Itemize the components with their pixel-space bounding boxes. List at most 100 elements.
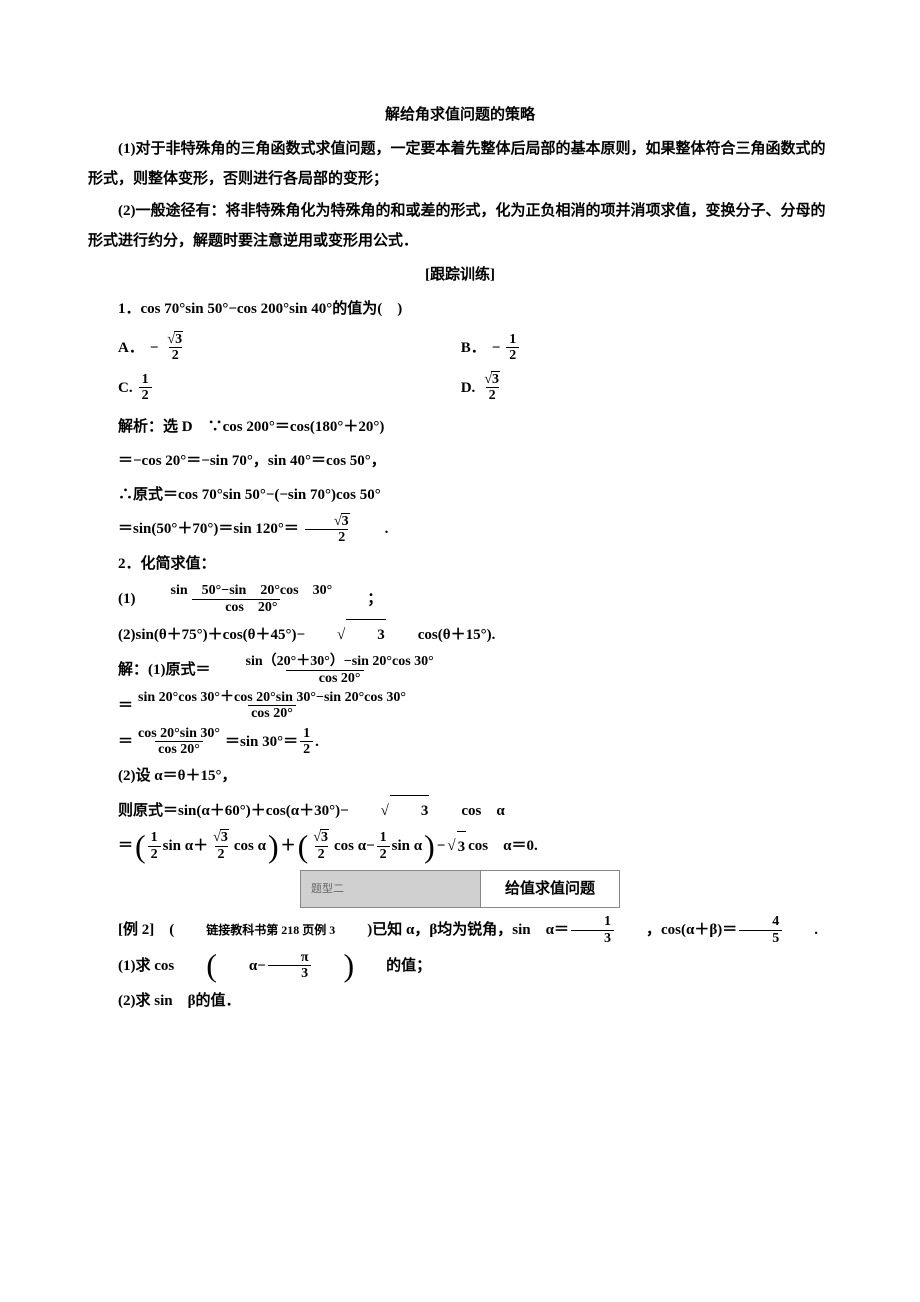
paren-l-2: ( (298, 834, 309, 860)
ex2-f1n: 1 (571, 914, 614, 929)
sol2-l2: ＝ sin 20°cos 30°＋cos 20°sin 30°−sin 20°c… (88, 690, 832, 722)
sol2-l1-den: cos 20° (286, 670, 364, 686)
den2c: 2 (139, 387, 152, 403)
sol2-l3-pre: ＝ (118, 727, 133, 757)
page-title: 解给角求值问题的策略 (88, 100, 832, 130)
sol2-l3-den: cos 20° (155, 741, 203, 757)
sol2-l5: 则原式＝sin(α＋60°)＋cos(α＋30°)− 3 cos α (88, 795, 832, 826)
den2b: 2 (506, 347, 519, 363)
ex2-mid2: ，cos(α＋β)＝ (616, 915, 737, 945)
ex2-q1-suffix: 的值； (356, 951, 431, 981)
sol2-l2-pre: ＝ (118, 691, 133, 721)
ex2-q2: (2)求 sin β的值． (88, 986, 832, 1016)
sol1-dot: . (355, 514, 389, 544)
ex2-f1d: 3 (571, 930, 614, 946)
sol2-l3: ＝ cos 20°sin 30°cos 20° ＝sin 30°＝ 12 . (88, 726, 832, 758)
ex2-mid: )已知 α，β均为锐角，sin α＝ (337, 915, 569, 945)
follow-up-heading: [跟踪训练] (88, 260, 832, 290)
paren-r-1: ) (268, 834, 279, 860)
q2-p1-num: sin 50°−sin 20°cos 30° (138, 583, 336, 598)
num1: 1 (506, 332, 519, 347)
num1c: 1 (139, 372, 152, 387)
sol2-l6-minus: − (437, 831, 446, 861)
sol2-l3-dot: . (315, 727, 319, 757)
paren-r-3: ) (314, 953, 355, 979)
choice-d-label: D. (461, 373, 476, 403)
l6-1n: 1 (148, 830, 161, 845)
ex2-f2n: 4 (739, 914, 782, 929)
q2-head: 2．化简求值： (88, 549, 832, 579)
q2-p2: (2)sin(θ＋75°)＋cos(θ＋45°)− 3 cos(θ＋15°). (88, 619, 832, 650)
sol2-l6-d: cos α− (334, 831, 375, 861)
l6-1d: 2 (148, 846, 161, 862)
q1-prefix: 1．cos 70°sin 50°−cos 200°sin 40°的值为( (118, 301, 382, 317)
q2-p2-text: (2)sin(θ＋75°)＋cos(θ＋45°)− (88, 620, 305, 650)
sol2-l1-num: sin（20°＋30°）−sin 20°cos 30° (213, 654, 437, 669)
l6-r3a: 3 (220, 829, 229, 845)
sol2-l4: (2)设 α＝θ＋15°， (88, 761, 832, 791)
ex2-dot: . (784, 915, 818, 945)
l6-4d: 2 (377, 846, 390, 862)
choice-a: A． − 32 (118, 332, 461, 364)
l6-4n: 1 (377, 830, 390, 845)
sol2-l5-tail: cos α (431, 796, 504, 826)
sol2-l1: 解：(1)原式＝ sin（20°＋30°）−sin 20°cos 30°cos … (88, 654, 832, 686)
sol1-l2: ＝−cos 20°＝−sin 70°，sin 40°＝cos 50°， (88, 446, 832, 476)
choice-b-label: B． (461, 333, 486, 363)
den2d: 2 (486, 387, 499, 403)
paragraph-2: (2)一般途径有：将非特殊角化为特殊角的和或差的形式，化为正负相消的项并消项求值… (88, 196, 832, 256)
sol2-l6-a: ＝ (118, 831, 133, 861)
sol2-l5-text: 则原式＝sin(α＋60°)＋cos(α＋30°)− (88, 796, 349, 826)
q2-p1-label: (1) (88, 584, 136, 614)
sol1-l4: ＝sin(50°＋70°)＝sin 120°＝ 32 . (88, 514, 832, 546)
sol1-l3: ∴原式＝cos 70°sin 50°−(−sin 70°)cos 50° (88, 480, 832, 510)
sol2-l5-sqrt3: 3 (390, 795, 430, 826)
paren-l-1: ( (135, 834, 146, 860)
sol2-l6-b: sin α＋ (163, 831, 208, 861)
sol2-l1-label: 解：(1)原式＝ (88, 655, 211, 685)
choice-c-label: C. (118, 373, 133, 403)
choice-c: C. 12 (118, 372, 461, 404)
ex2-q1-prefix: (1)求 cos (88, 951, 174, 981)
q2-p1-den: cos 20° (192, 599, 280, 615)
ex2-f2d: 5 (739, 930, 782, 946)
textbook-link: 链接教科书第 218 页例 3 (176, 918, 335, 942)
l6-3d: 2 (315, 846, 328, 862)
choice-b: B． − 12 (461, 332, 804, 364)
sol2-l6-c: cos α (234, 831, 266, 861)
paren-l-3: ( (176, 953, 217, 979)
sol2-l6-tail: cos α＝0. (468, 831, 538, 861)
half-den: 2 (300, 741, 313, 757)
banner-left: 题型二 (301, 871, 481, 907)
l6-r3c: 3 (457, 831, 467, 862)
sol1-l4a: ＝sin(50°＋70°)＝sin 120°＝ (88, 514, 299, 544)
l6-r3b: 3 (320, 829, 329, 845)
choice-d: D. 32 (461, 372, 804, 404)
sol2-l6-e: sin α (392, 831, 422, 861)
q2-p1-suffix: ； (337, 584, 382, 614)
sqrt3: 3 (174, 331, 183, 347)
sol2-l2-num: sin 20°cos 30°＋cos 20°sin 30°−sin 20°cos… (135, 690, 409, 705)
sol2-l3-num: cos 20°sin 30° (135, 726, 223, 741)
ex2-q1: (1)求 cos ( α− π3 ) 的值； (88, 950, 832, 982)
l6-2d: 2 (215, 846, 228, 862)
sol2-l2-den: cos 20° (248, 705, 296, 721)
question-1-stem: 1．cos 70°sin 50°−cos 200°sin 40°的值为( ) (88, 294, 832, 324)
sol2-l6: ＝ ( 12 sin α＋ 32 cos α ) ＋ ( 32 cos α− 1… (88, 830, 832, 862)
q1-choices: A． − 32 B． − 12 C. 12 D. 32 (88, 328, 832, 408)
choice-a-label: A． (118, 333, 144, 363)
den2-ans: 2 (305, 529, 348, 545)
sol1-l1: 解析：选 D ∵cos 200°＝cos(180°＋20°) (88, 412, 832, 442)
q2-p1: (1) sin 50°−sin 20°cos 30°cos 20° ； (88, 583, 832, 615)
example-2: [例 2] (链接教科书第 218 页例 3)已知 α，β均为锐角，sin α＝… (88, 914, 832, 946)
ex2-q1-inner-a: α− (219, 951, 266, 981)
q1-suffix: ) (397, 301, 402, 317)
q2-p2-tail: cos(θ＋15°). (388, 620, 496, 650)
ex2-three: 3 (268, 965, 311, 981)
den2: 2 (169, 347, 182, 363)
ex2-prefix: [例 2] ( (88, 915, 174, 945)
half-num: 1 (300, 726, 313, 741)
paragraph-1: (1)对于非特殊角的三角函数式求值问题，一定要本着先整体后局部的基本原则，如果整… (88, 134, 832, 194)
section-banner: 题型二 给值求值问题 (88, 870, 832, 908)
sqrt3d: 3 (491, 371, 500, 387)
